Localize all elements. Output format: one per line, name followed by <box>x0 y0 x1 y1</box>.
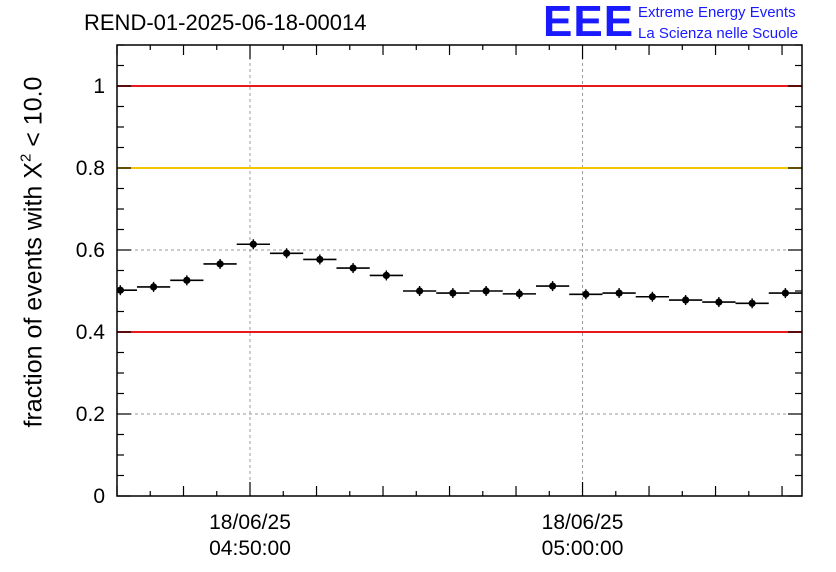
y-axis-label-sup: 2 <box>17 153 35 163</box>
data-point <box>349 264 357 272</box>
data-point <box>216 260 224 268</box>
y-tick-labels: 0 0.2 0.4 0.6 0.8 1 <box>76 75 106 508</box>
y-axis-label-suffix: < 10.0 <box>19 76 48 154</box>
logo-line-2: La Scienza nelle Scuole <box>638 25 799 42</box>
data-point <box>682 296 690 304</box>
data-point <box>183 276 191 284</box>
data-point <box>415 287 424 295</box>
x-tick-date: 18/06/25 <box>209 511 291 534</box>
data-point <box>615 289 623 297</box>
x-tick-label: 18/06/25 05:00:00 <box>542 510 624 562</box>
data-point <box>781 289 789 297</box>
data-point <box>449 289 457 297</box>
data-point <box>282 249 291 257</box>
data-point <box>648 293 656 301</box>
plot-frame <box>116 44 803 497</box>
data-series <box>116 239 802 309</box>
data-point <box>748 299 756 307</box>
x-tick-time: 05:00:00 <box>541 537 624 560</box>
y-tick-label: 0.6 <box>76 239 105 262</box>
axis-ticks <box>116 44 802 497</box>
x-tick-label: 18/06/25 04:50:00 <box>209 510 291 562</box>
data-point <box>382 271 390 280</box>
data-point <box>149 283 158 291</box>
y-axis-label-prefix: fraction of events with <box>19 178 48 428</box>
eee-logo-mark: EEE <box>543 0 635 46</box>
data-point <box>482 287 490 295</box>
run-title: REND-01-2025-06-18-00014 <box>84 10 367 35</box>
data-point <box>249 240 257 248</box>
x-tick-date: 18/06/25 <box>541 511 624 534</box>
data-point <box>582 290 590 298</box>
y-tick-label: 0.8 <box>76 157 105 180</box>
data-point <box>549 282 557 290</box>
y-tick-label: 1 <box>93 75 105 98</box>
y-tick-label: 0.2 <box>76 403 105 426</box>
data-point <box>715 298 723 306</box>
chi-symbol: X <box>19 162 48 179</box>
reference-lines <box>117 85 802 333</box>
y-axis-label: fraction of events with X2 < 10.0 <box>17 76 48 428</box>
data-point <box>515 290 523 298</box>
data-point <box>116 286 124 294</box>
data-point <box>316 255 324 264</box>
y-tick-label: 0 <box>93 485 105 508</box>
y-tick-label: 0.4 <box>76 321 106 344</box>
grid-lines <box>117 45 802 496</box>
logo-line-1: Extreme Energy Events <box>638 4 796 21</box>
x-tick-time: 04:50:00 <box>209 537 291 560</box>
